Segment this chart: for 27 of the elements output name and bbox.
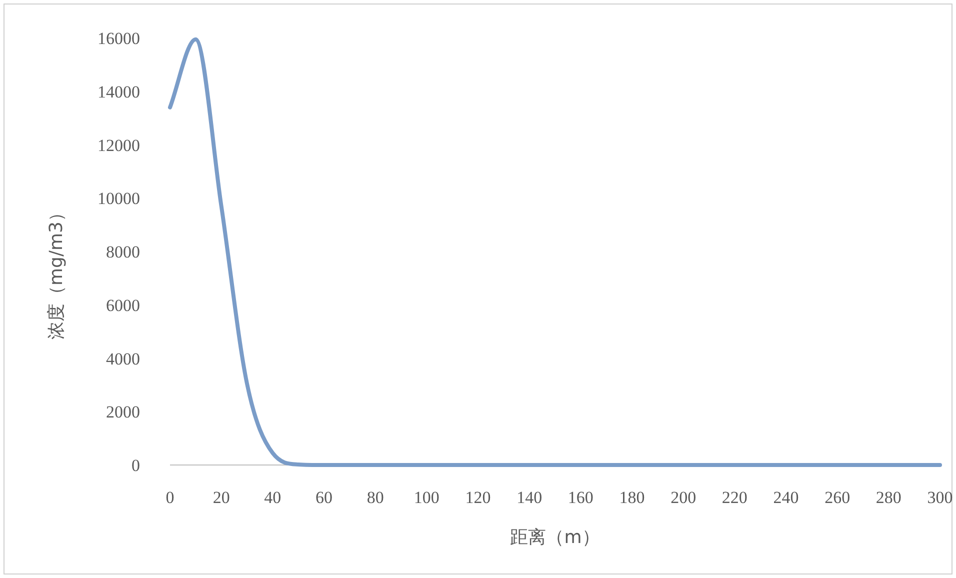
x-tick-label: 160 [568,488,594,507]
x-axis-title: 距离（m） [510,527,600,548]
x-tick-label: 60 [316,488,332,507]
x-tick-label: 260 [824,488,850,507]
y-tick-label: 0 [132,456,140,475]
x-tick-label: 120 [465,488,491,507]
y-tick-label: 10000 [98,189,140,208]
x-tick-label: 180 [619,488,645,507]
x-tick-label: 240 [773,488,799,507]
x-tick-label: 300 [927,488,953,507]
x-tick-label: 20 [212,488,230,507]
x-tick-label: 220 [722,488,748,507]
y-tick-label: 16000 [98,29,140,48]
y-axis-title: 浓度（mg/m3） [46,203,67,340]
x-tick-label: 40 [264,488,282,507]
y-tick-label: 8000 [106,242,140,262]
y-tick-label: 14000 [98,82,140,102]
x-tick-label: 200 [670,488,696,507]
x-tick-label: 280 [876,488,902,507]
x-tick-label: 0 [166,488,174,507]
x-tick-label: 100 [414,488,440,507]
y-tick-label: 4000 [106,349,140,368]
y-tick-label: 12000 [98,136,140,155]
y-tick-label: 2000 [106,402,140,422]
x-tick-label: 80 [366,488,384,507]
y-tick-label: 6000 [106,296,140,315]
x-tick-label: 140 [516,488,542,507]
